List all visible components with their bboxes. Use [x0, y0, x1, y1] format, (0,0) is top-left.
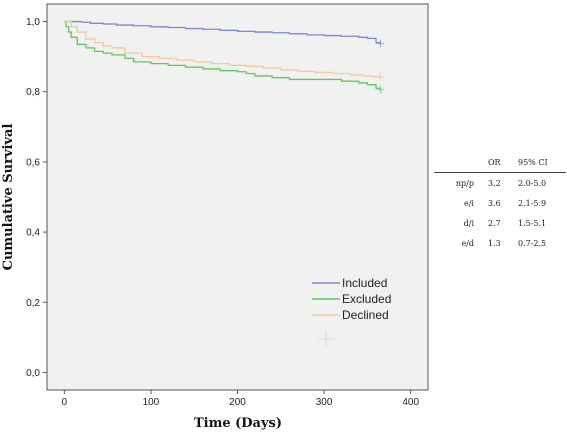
y-tick-label: 0,2: [26, 298, 40, 309]
censor-marks: [376, 39, 385, 94]
y-tick-label: 0,0: [26, 368, 40, 379]
table-cell: 2.1-5.9: [518, 199, 547, 208]
legend: Included Excluded Declined: [312, 276, 391, 347]
odds-ratio-table: OR 95% CI np/p 3.2 2.0-5.0 e/i 3.6 2.1-5…: [434, 156, 566, 253]
plot-area: [46, 3, 429, 391]
table-row: np/p 3.2 2.0-5.0: [434, 173, 566, 194]
y-tick-label: 1,0: [26, 17, 40, 28]
table-cell: 0.7-2.5: [518, 239, 547, 248]
table-cell: 1.3: [488, 239, 501, 248]
series-layer: [64, 20, 382, 90]
y-axis-title: Cumulative Survival: [1, 124, 16, 271]
legend-censor-icon: [318, 331, 334, 347]
table-cell: d/i: [463, 219, 474, 228]
legend-label: Included: [342, 276, 387, 290]
table-cell: 3.2: [488, 179, 501, 188]
censor-mark: [376, 85, 385, 94]
x-axis-title: Time (Days): [194, 416, 282, 431]
table-cell: np/p: [455, 179, 474, 188]
table-cell: 2.0-5.0: [518, 179, 547, 188]
table-row: d/i 2.7 1.5-5.1: [434, 213, 566, 233]
x-tick-label: 300: [316, 397, 333, 408]
censor-mark: [376, 39, 385, 48]
series-line-included: [64, 20, 382, 44]
series-line-excluded: [64, 20, 382, 90]
table-cell: e/i: [464, 199, 474, 208]
table-cell: e/d: [461, 239, 474, 248]
y-tick-label: 0,8: [26, 87, 40, 98]
table-row: e/d 1.3 0.7-2.5: [434, 233, 566, 253]
table-header-cell: 95% CI: [518, 156, 566, 173]
legend-label: Excluded: [342, 292, 391, 306]
y-tick-label: 0,4: [26, 228, 40, 239]
table-cell: 2.7: [488, 219, 501, 228]
table-row: e/i 3.6 2.1-5.9: [434, 193, 566, 213]
x-tick-label: 400: [402, 397, 419, 408]
series-line-declined: [64, 20, 382, 78]
y-tick-label: 0,6: [26, 157, 40, 168]
y-axis: 0,0 0,2 0,4 0,6 0,8 1,0: [26, 17, 47, 379]
table-header-row: OR 95% CI: [434, 156, 566, 173]
table-header-cell: [434, 156, 488, 173]
censor-mark: [376, 72, 385, 81]
x-tick-label: 100: [143, 397, 160, 408]
table-cell: 1.5-5.1: [518, 219, 547, 228]
table-cell: 3.6: [488, 199, 501, 208]
x-tick-label: 0: [62, 397, 68, 408]
x-tick-label: 200: [229, 397, 246, 408]
legend-label: Declined: [342, 308, 389, 322]
x-axis: 0 100 200 300 400: [62, 390, 419, 408]
table-header-cell: OR: [488, 156, 518, 173]
